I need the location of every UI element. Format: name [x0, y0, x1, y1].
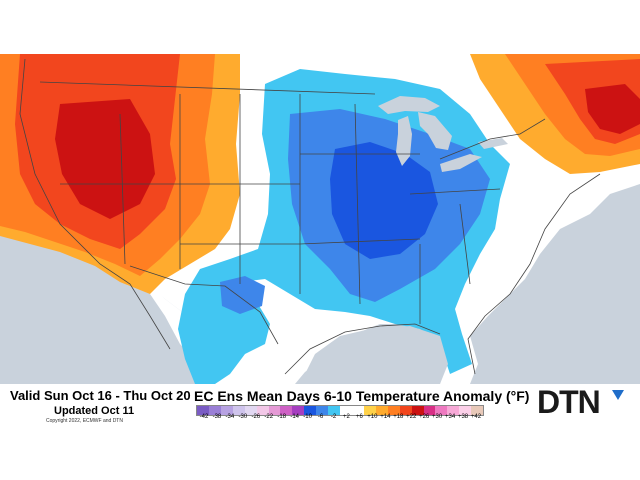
- state-line-7: [180, 238, 421, 245]
- canada-us-border-east: [439, 118, 546, 160]
- gulf-coastline: [284, 323, 441, 375]
- legend-tick-label: -18: [277, 414, 287, 420]
- legend-swatch: [197, 406, 209, 415]
- warm-anomaly-west-peak: [55, 99, 155, 219]
- map-canvas: [0, 54, 640, 384]
- legend-tick-label: -22: [264, 414, 274, 420]
- state-line-5: [354, 103, 361, 305]
- lake-erie: [440, 154, 482, 172]
- legend-tick-label: -34: [225, 414, 235, 420]
- legend-swatch: [399, 406, 412, 415]
- legend-swatch: [280, 406, 293, 415]
- legend-tick-label: +22: [406, 414, 417, 420]
- legend-tick-label: -42: [199, 414, 209, 420]
- lake-superior: [378, 96, 440, 114]
- legend-tick-label: -2: [330, 414, 337, 420]
- legend-tick-label: -26: [251, 414, 261, 420]
- legend-swatch: [328, 406, 341, 415]
- legend-color-scale: [196, 405, 484, 416]
- legend-swatch: [232, 406, 245, 415]
- legend-swatch: [304, 406, 317, 415]
- legend-tick-label: +38: [457, 414, 469, 420]
- canada-us-border: [39, 81, 376, 95]
- state-line-11: [459, 203, 471, 285]
- lake-michigan: [396, 116, 412, 166]
- legend-swatch: [268, 406, 281, 415]
- valid-date-range: Valid Sun Oct 16 - Thu Oct 20: [10, 388, 191, 403]
- dtn-logo: DTN: [537, 384, 601, 420]
- legend-swatch: [292, 406, 305, 415]
- legend-swatch: [220, 406, 233, 415]
- legend-swatch: [435, 406, 448, 415]
- boundary-lines: [19, 58, 601, 375]
- legend-tick-label: +26: [419, 414, 430, 420]
- legend-tick-label: -10: [303, 414, 312, 420]
- legend-swatch: [351, 406, 364, 415]
- legend-swatch: [423, 406, 436, 415]
- legend-tick-label: +6: [356, 414, 363, 420]
- legend-swatch: [340, 406, 352, 415]
- state-line-1: [119, 113, 126, 265]
- temperature-anomaly-map: [0, 54, 640, 384]
- legend-tick-label: +2: [343, 414, 350, 420]
- legend-swatch: [316, 406, 329, 415]
- legend-swatch: [375, 406, 388, 415]
- legend-tick-label: +14: [380, 414, 391, 420]
- legend-swatch: [363, 406, 376, 415]
- legend-swatch: [208, 406, 221, 415]
- legend-tick-label: -14: [290, 414, 299, 420]
- legend-tick-labels: -42 -38 -34 -30 -26 -22 -18 -14 -10 -6 -2 +2 +6 +10 +1…: [196, 414, 484, 423]
- east-coastline: [467, 173, 601, 375]
- legend-tick-label: +42: [470, 414, 482, 420]
- legend-tick-label: +34: [445, 414, 456, 420]
- mexico-us-border: [129, 265, 279, 345]
- legend-swatch: [411, 406, 424, 415]
- legend-swatch: [459, 406, 472, 415]
- legend-tick-label: +18: [393, 414, 404, 420]
- map-title: EC Ens Mean Days 6-10 Temperature Anomal…: [194, 388, 530, 404]
- gulf-of-mexico: [300, 326, 448, 384]
- copyright-notice: Copyright 2022, ECMWF and DTN: [46, 418, 123, 424]
- cool-anomaly-mexico: [178, 289, 270, 384]
- lake-huron: [418, 112, 452, 150]
- legend-swatch: [447, 406, 460, 415]
- legend-swatch: [256, 406, 269, 415]
- legend-tick-label: -38: [212, 414, 222, 420]
- warm-anomaly-maritimes: [585, 84, 640, 134]
- legend-tick-label: -30: [238, 414, 248, 420]
- legend-tick-label: +30: [432, 414, 443, 420]
- legend-swatch: [387, 406, 400, 415]
- updated-date: Updated Oct 11: [54, 405, 135, 417]
- legend-swatch: [471, 406, 484, 415]
- logo-accent-mark: [612, 390, 624, 400]
- cool-anomaly-texas: [220, 276, 265, 314]
- state-line-9: [409, 188, 501, 195]
- west-coastline: [19, 58, 171, 350]
- legend-tick-label: +10: [367, 414, 378, 420]
- legend-swatch: [244, 406, 257, 415]
- legend-tick-label: -6: [317, 414, 324, 420]
